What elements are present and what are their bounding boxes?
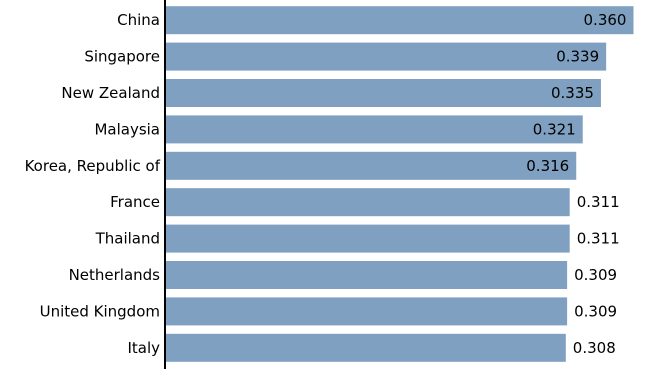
value-label: 0.335	[551, 84, 594, 102]
value-label: 0.321	[533, 120, 576, 138]
value-label: 0.311	[577, 230, 620, 248]
category-label: Italy	[127, 339, 160, 357]
category-label: Netherlands	[69, 266, 161, 284]
value-label: 0.308	[573, 339, 616, 357]
category-label: France	[110, 193, 160, 211]
category-label: Singapore	[84, 48, 160, 66]
value-label: 0.360	[584, 11, 627, 29]
value-label: 0.309	[574, 302, 617, 320]
bars-group	[165, 6, 634, 362]
bar-korea-republic-of	[165, 151, 577, 180]
bar-china	[165, 6, 634, 35]
value-label: 0.309	[574, 266, 617, 284]
category-label: New Zealand	[61, 84, 160, 102]
bar-new-zealand	[165, 79, 601, 107]
category-label: China	[117, 11, 160, 29]
bar-italy	[165, 333, 566, 362]
category-label: Malaysia	[94, 120, 160, 138]
bar-singapore	[165, 42, 607, 71]
bar-netherlands	[165, 261, 568, 289]
bar-thailand	[165, 224, 570, 253]
category-label: Korea, Republic of	[25, 157, 161, 175]
category-label: Thailand	[95, 230, 160, 248]
value-label: 0.311	[577, 193, 620, 211]
bar-united-kingdom	[165, 297, 568, 326]
value-label: 0.339	[556, 48, 599, 66]
bar-malaysia	[165, 115, 583, 144]
bar-france	[165, 188, 570, 217]
category-label: United Kingdom	[40, 302, 160, 320]
value-label: 0.316	[526, 157, 569, 175]
